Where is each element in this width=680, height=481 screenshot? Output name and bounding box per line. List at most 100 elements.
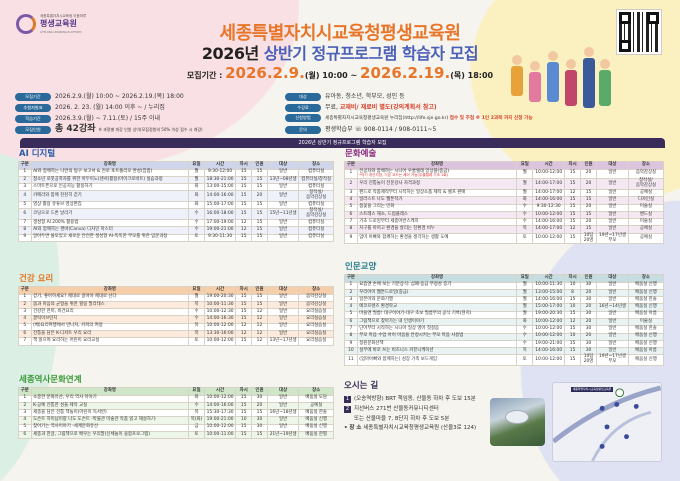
table-row[interactable]: 3 세종을 담은 전통 책놀이(어린이 독서반) 목 15:30-17:30 15 15 1… [18,409,334,418]
cell-sessions: 15 [564,325,582,334]
cell-place: 배움실 아름 [627,310,665,320]
table-row[interactable]: 3 스마트폰으로 인공지능 활용하기 화 13:00-15:00 15 15 일반 컴퓨터실 [18,183,334,192]
table-row[interactable]: 2 청소년 로봇공학자를 위한 아두이노(센서)활용(마이크로비트) 실습과정 월 1… [18,175,334,185]
column-header: 요일 [516,274,534,283]
cell-course: 전통을 담은 K-디저트 우리 요리 [30,329,190,339]
table-row[interactable]: 8 부모 마음 수업 아이 마음을 안정시키는 부모 마음 사용법 수 10:00-1… [344,332,665,341]
column-header: 인원 [251,161,268,170]
cell-capacity: 20 [251,401,268,411]
table-row[interactable]: 2 우리 전통놀이 전문강사 자격과정 월 14:00-17:00 15 20 일반 창작실/… [344,178,665,190]
info-value: 세종특별자치시교육청평생교육원 누리집(http://life.sje.go.k… [325,116,450,121]
cell-time: 15:00-17:00 [532,303,566,312]
cell-place: 미술실 [627,203,665,212]
table-row[interactable]: 6 코딩으로 드론 날리기 수 16:00-18:00 15 15 15년~11년생 창작실/… [18,208,334,221]
table-row[interactable]: 1 전공자와 함께하는 시니어 우쿨렐레 앙상블(중급) *악기 개인지참, 기본 … [344,168,665,180]
cell-sessions: 15 [235,190,253,203]
cell-no: 8 [344,332,358,341]
cell-time: 14:00-16:00 [532,296,566,305]
column-header: 대상 [266,161,300,170]
table-row[interactable]: 9 알아두면 쓸모있고 새로운 안전한 생성형 AI-똑똑한 부모를 위한 입문과… [18,233,334,242]
cell-course: 스트레스 해소, 드럼클래스 [356,210,518,220]
table-row[interactable]: 6 세종과 한글, 그림책으로 배우는 우리말(신체놀이 융합프로그램) 토 10:0… [18,430,334,440]
cell-capacity: 15 [251,300,268,310]
cell-place: 요리실습실 [298,337,334,346]
cell-no: 6 [18,329,32,339]
table-row[interactable]: 7 단어부터 시작하는 시니어 일상 영어 첫걸음 수 10:00-12:00 15 30… [344,325,665,334]
cell-place: 컴퓨터실 [298,201,334,210]
cell-place: 음악감상실 [627,168,665,180]
cell-place: 컴퓨터실 [298,233,334,242]
table-row[interactable]: 1 걷기, 좋아하세요? 제대로 걸어야 제대로 산다 월 19:00-20:30 15… [18,293,334,302]
cell-capacity: 12 [251,329,268,339]
cell-time: 10:00-12:00 [532,210,566,220]
table-row[interactable]: 8 AI와 함께하는 캔바(Canva) 디자인 마스터 수 19:00-21:00 1… [18,226,334,235]
section-ai-digital: AI 디지털 구분 강좌명 요일 시간 차시 인원 대상 장소 1 AI와 함께하는 나만의 탐구 … [18,149,334,242]
location-map[interactable]: 세종특별자치시교육청평생교육원 [551,382,662,462]
cell-course: 건강한 한끼, 비건요리 [30,308,190,317]
table-row[interactable]: 11 (엄마아빠와 함께하는) 성장 가족 보드게임 토 10:00-12:00 15 1… [344,354,665,367]
cell-time: 10:00-11:30 [203,300,237,310]
table-row[interactable]: 3 건강한 한끼, 비건요리 수 10:00-12:30 15 12 일반 요리실습실 [18,308,334,317]
table-row[interactable]: 3 일본어와 문화기행 월 14:00-16:00 15 30 일반 배움실 한솔 [344,296,665,305]
column-header: 요일 [188,161,205,170]
table-row[interactable]: 6 전통을 담은 K-디저트 우리 요리 목 13:30-16:00 12 12 일반 요리실… [18,329,334,339]
table-row[interactable]: 4 에코프렌즈 환경학교 월 15:00-17:00 10 20 16년~14년생 배움실 신… [344,303,665,312]
cell-place: 미술실 [627,218,665,227]
logo: 세종특별자치시교육청 이음마루 평생교육원 LIFELONG LEARNING … [14,10,94,40]
map-roads [551,385,662,462]
cell-no: 10 [344,347,358,356]
cell-no: 7 [344,218,358,227]
cell-place: 배움실 신행 [627,354,665,367]
cell-course: 책 읽으며 요리하는 어린이 요리교실 [30,337,190,346]
cell-place: 공예실 [627,225,665,234]
cell-day: 토 [188,430,205,440]
directions: 오시는 길 1 (오송역방향) BRT 책임동, 산울동 하차 후 도보 15분 2… [344,381,486,432]
column-header: 구분 [344,274,358,283]
cell-time: 14:00-16:00 [203,401,237,411]
table-row[interactable]: 4 꿀떡이브런치 수 14:00-16:30 15 12 일반 요리실습실 [18,315,334,324]
cell-capacity: 15 [251,175,268,185]
cell-time: 10:00-12:00 [203,337,237,346]
table-row[interactable]: 8 지구를 아끼고 환경을 살리는 친환경 비누 목 14:00-17:00 12 15 일… [344,225,665,234]
table-row[interactable]: 5 봄꽃을 그리는 민화 수 9:30-12:30 15 20 일반 미술실 [344,203,665,212]
table-row[interactable]: 1 AI와 함께하는 나만의 탐구 보고서 & 진로 포트폴리오 완성(집합) 월 9… [18,168,334,177]
table-row[interactable]: 2 몸과 마음의 균형을 위한 힐링 필라테스 목 10:00-11:30 15 15 일반… [18,300,334,310]
cell-place: 배움실 신행 [298,416,334,425]
table-row[interactable]: 5 영상 활용 유튜브 영상편집 화 15:00-17:00 15 15 일반 컴퓨터실 [18,201,334,210]
cell-place: 공예실 [627,232,665,245]
cell-target: 일반 [266,183,300,192]
info-highlight: 접수 및 추첨 ※ 1인 2과목 까지 신청 가능 [449,116,533,121]
column-header: 구분 [18,161,32,170]
table-row[interactable]: 4 도슨트 하이넘이랑 나도 도슨트 -박물관 미술관 작품 읽고 해설하기- 목(… [18,416,334,425]
table-row[interactable]: 5 (베)요리여행에서 만나자, 커피의 여정 목 10:00-12:00 12 12 일반… [18,322,334,332]
cell-no: 2 [344,288,358,298]
cell-target: 일반 [266,293,300,302]
cell-time: 10:00-11:00 [203,430,237,440]
cell-no: 6 [344,317,358,327]
table-row[interactable]: 9 엄마 아빠와 함께하는 환경을 생각하는 생활 도예 토 10:00-12:00 1… [344,232,665,245]
table-row[interactable]: 5 찾아가는 역사이야기 -세계문화유산 금 10:00-12:00 15 30 일반 배움실… [18,423,334,433]
table-row[interactable]: 4 일러스트 나도 웹툰작가 화 14:00-16:00 15 15 일반 디자인실 [344,196,665,205]
table-row[interactable]: 3 펜드로 작품제작부터 시작하는 일상소품 제작 & 셀프 판매 월 14:00-1… [344,188,665,198]
table-row[interactable]: 6 스트레스 해소, 드럼클래스 수 10:00-12:00 15 15 일반 밴드실 [344,210,665,220]
cell-place: 컴퓨터실 [298,183,334,192]
table-row[interactable]: 2 K-공예 전통한 성을 제작 교실 수 14:00-16:00 15 20 일반 공예실 [18,401,334,411]
qr-code[interactable] [616,9,662,55]
table-row[interactable]: 7 생성형 AI 200% 활용법 수 17:00-19:00 12 15 일반 컴퓨터실 [18,219,334,228]
main-title: 세종특별자치시교육청평생교육원 [219,23,461,44]
table-row[interactable]: 1 요즘엔 손에 보는 기분상식: 심폐·응급 부정성 증기 월 10:00-11:3… [344,281,665,290]
table-row[interactable]: 6 그림책으로 찾아가는 내 인생이야기 화 10:00-12:00 12 20 일반 미술실 [344,317,665,327]
table-row[interactable]: 7 기초 드로잉부터 세종어반스케치 수 14:00-16:00 15 20 일반 미술실 [344,218,665,227]
info-note: ※ 과정별 개강 인원 상이(모집정원의 50% 이상 접수 시 개강) [98,127,203,132]
cell-day: 화 [188,394,205,403]
table-row[interactable]: 1 소중한 문화유산, 우리 역사 이야기 화 10:00-12:00 15 30 일반 배움… [18,394,334,403]
table-row[interactable]: 2 우리아이 웹툰드로잉(중급) 월 13:00-15:00 8 20 일반 배움실 신행 [344,288,665,298]
table-row[interactable]: 5 마을엔 필름! 대구이야기-대구 초보 필름부의 공식 기록(현지) 월 19:0… [344,310,665,320]
table-row[interactable]: 10 실무에 바로 쓰는 비즈니스 커뮤니케이션 목 14:00-16:00 15 30 일… [344,347,665,356]
table-row[interactable]: 4 카메라와 함께 천천히 걷기 화 14:00-16:00 15 20 일반 창작실/음악감… [18,190,334,203]
column-header: 시간 [203,161,237,170]
table-row[interactable]: 9 정원문화산책 수 19:00-21:00 15 30 일반 배움실 신행 [344,339,665,349]
cell-day: 금 [188,423,205,433]
map-label: 세종특별자치시교육청평생교육원 [571,387,613,393]
